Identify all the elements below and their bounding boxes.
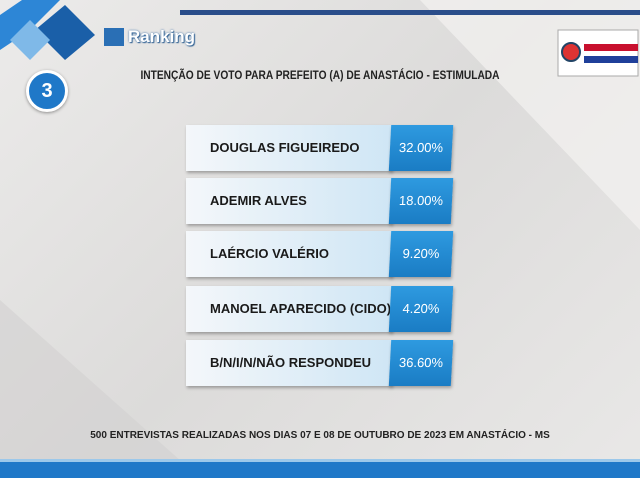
candidate-name: DOUGLAS FIGUEIREDO — [186, 125, 392, 171]
footer: 500 ENTREVISTAS REALIZADAS NOS DIAS 07 E… — [90, 430, 550, 441]
result-row: MANOEL APARECIDO (CIDO) 4.20% — [186, 286, 454, 332]
candidate-name: LAÉRCIO VALÉRIO — [186, 231, 392, 277]
candidate-name: MANOEL APARECIDO (CIDO) — [186, 286, 392, 332]
vote-percent: 9.20% — [388, 231, 454, 277]
result-row: DOUGLAS FIGUEIREDO 32.00% — [186, 125, 454, 171]
candidate-name: B/N/I/N/NÃO RESPONDEU — [186, 340, 392, 386]
logo: Ranking — [128, 27, 196, 46]
vote-percent: 18.00% — [388, 178, 454, 224]
vote-percent: 32.00% — [388, 125, 454, 171]
badge: 3 — [26, 70, 68, 112]
result-row: ADEMIR ALVES 18.00% — [186, 178, 454, 224]
result-row: LAÉRCIO VALÉRIO 9.20% — [186, 231, 454, 277]
title: INTENÇÃO DE VOTO PARA PREFEITO (A) DE AN… — [140, 68, 500, 82]
candidate-name: ADEMIR ALVES — [186, 178, 392, 224]
vote-percent: 4.20% — [388, 286, 454, 332]
vote-percent: 36.60% — [388, 340, 454, 386]
result-row: B/N/I/N/NÃO RESPONDEU 36.60% — [186, 340, 454, 386]
